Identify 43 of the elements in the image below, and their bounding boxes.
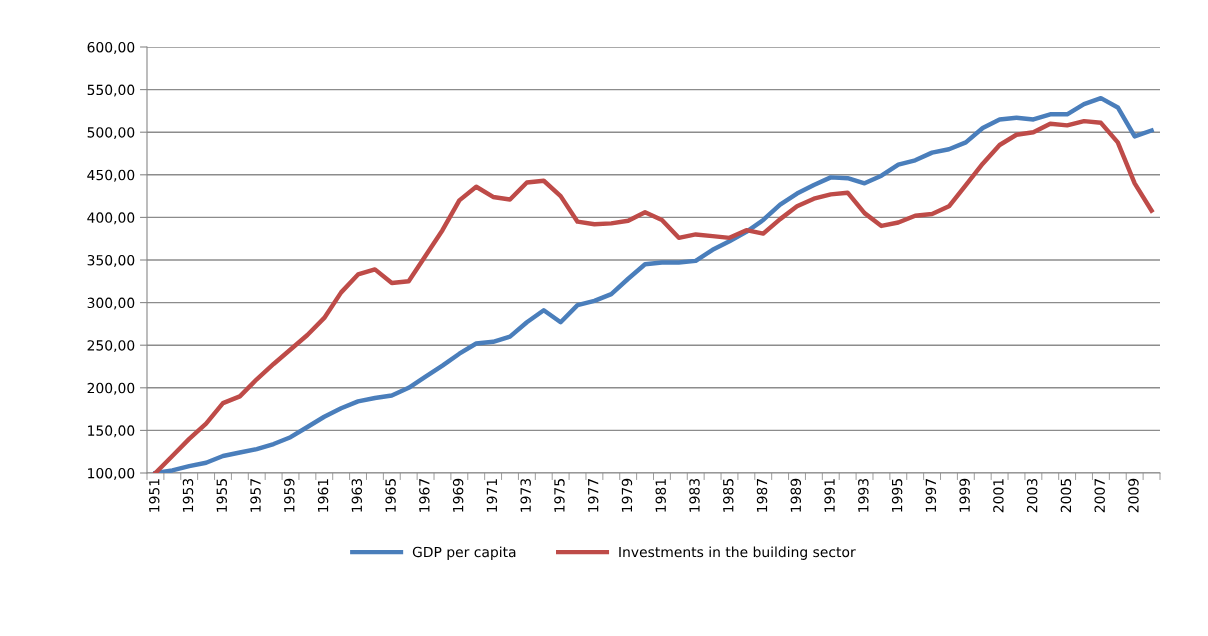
- y-tick-label: 150,00: [88, 425, 135, 438]
- x-tick-label: 1965: [385, 479, 396, 512]
- x-tick-label: 1983: [689, 478, 700, 512]
- x-tick-label: 1951: [148, 479, 160, 512]
- x-tick-label: 1971: [486, 479, 498, 512]
- x-tick-label: 2001: [993, 479, 1004, 513]
- y-tick-label: 100,00: [88, 467, 135, 480]
- y-tick-label: 550,00: [87, 84, 135, 97]
- y-tick-label: 250,00: [87, 340, 135, 353]
- y-tick-label: 350,00: [87, 254, 135, 267]
- legend-label: GDP per capita: [412, 546, 516, 560]
- x-tick-label: 2005: [1060, 479, 1072, 513]
- y-tick-label: 500,00: [87, 127, 135, 140]
- x-tick-label: 1993: [858, 478, 869, 512]
- x-tick-label: 1985: [723, 479, 734, 512]
- x-tick-label: 1989: [790, 478, 802, 512]
- y-tick-label: 200,00: [87, 382, 135, 395]
- x-tick-label: 2003: [1026, 478, 1038, 513]
- x-tick-label: 1991: [824, 479, 835, 512]
- x-tick-label: 1997: [925, 479, 937, 512]
- x-tick-label: 1981: [655, 479, 666, 512]
- legend-label: Investments in the building sector: [619, 546, 856, 560]
- x-tick-label: 2009: [1128, 478, 1139, 513]
- x-tick-label: 2007: [1094, 479, 1105, 513]
- y-tick-label: 600,00: [87, 41, 135, 54]
- x-tick-label: 1967: [419, 479, 430, 512]
- x-tick-label: 1961: [317, 479, 329, 512]
- x-tick-label: 1979: [621, 478, 633, 512]
- x-tick-label: 1977: [587, 479, 599, 512]
- y-tick-label: 300,00: [87, 297, 135, 310]
- x-tick-label: 1953: [182, 478, 194, 512]
- x-tick-label: 1957: [250, 479, 261, 512]
- y-tick-label: 450,00: [87, 169, 135, 182]
- y-tick-label: 400,00: [87, 212, 135, 225]
- x-tick-label: 1975: [554, 479, 565, 512]
- x-tick-label: 1969: [452, 478, 464, 512]
- x-tick-label: 1963: [351, 478, 363, 512]
- x-tick-label: 1987: [756, 479, 768, 512]
- x-tick-label: 1999: [959, 478, 970, 512]
- x-tick-label: 1973: [520, 478, 531, 512]
- x-tick-label: 1959: [284, 478, 295, 512]
- x-tick-label: 1955: [216, 479, 227, 512]
- x-tick-label: 1995: [891, 479, 903, 512]
